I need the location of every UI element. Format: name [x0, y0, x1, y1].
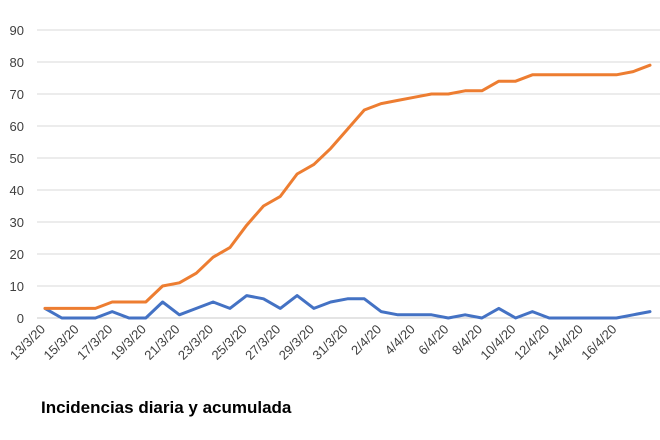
- y-tick-label: 30: [10, 215, 24, 230]
- series-lines: [43, 63, 652, 320]
- y-tick-label: 50: [10, 151, 24, 166]
- x-tick-label: 16/4/20: [578, 322, 619, 363]
- x-tick-label: 21/3/20: [141, 322, 182, 363]
- x-axis-ticks: 13/3/2015/3/2017/3/2019/3/2021/3/2023/3/…: [7, 322, 620, 363]
- x-tick-label: 4/4/20: [382, 322, 418, 358]
- y-axis-ticks: 0 10 20 30 40 50 60 70 80 90: [10, 23, 24, 326]
- series-line-1: [43, 294, 652, 320]
- y-tick-label: 0: [17, 311, 24, 326]
- chart-title: Incidencias diaria y acumulada: [41, 398, 292, 417]
- y-tick-label: 10: [10, 279, 24, 294]
- x-tick-label: 19/3/20: [108, 322, 149, 363]
- y-tick-label: 80: [10, 55, 24, 70]
- x-tick-label: 15/3/20: [40, 322, 81, 363]
- x-tick-label: 10/4/20: [477, 322, 518, 363]
- x-tick-label: 23/3/20: [175, 322, 216, 363]
- gridlines: [37, 29, 660, 319]
- x-tick-label: 25/3/20: [209, 322, 250, 363]
- x-tick-label: 2/4/20: [348, 322, 384, 358]
- x-tick-label: 12/4/20: [511, 322, 552, 363]
- x-tick-label: 6/4/20: [415, 322, 451, 358]
- x-tick-label: 17/3/20: [74, 322, 115, 363]
- y-tick-label: 60: [10, 119, 24, 134]
- x-tick-label: 29/3/20: [276, 322, 317, 363]
- series-line-2: [43, 63, 652, 310]
- y-tick-label: 20: [10, 247, 24, 262]
- y-tick-label: 40: [10, 183, 24, 198]
- y-tick-label: 90: [10, 23, 24, 38]
- y-tick-label: 70: [10, 87, 24, 102]
- x-tick-label: 31/3/20: [309, 322, 350, 363]
- x-tick-label: 13/3/20: [7, 322, 48, 363]
- x-tick-label: 14/4/20: [545, 322, 586, 363]
- x-tick-label: 27/3/20: [242, 322, 283, 363]
